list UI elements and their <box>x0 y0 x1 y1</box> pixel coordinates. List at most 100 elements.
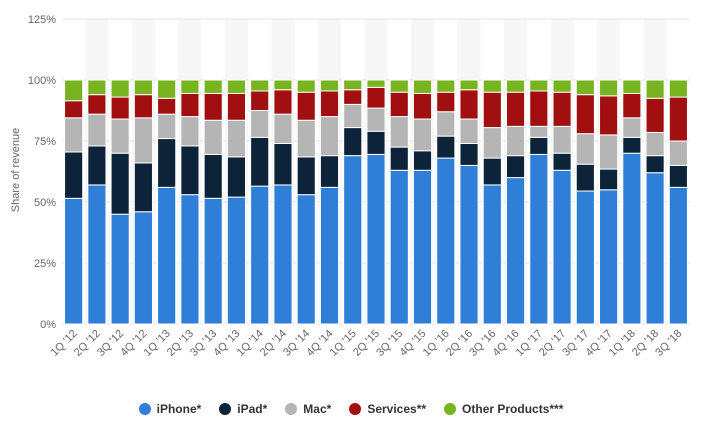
bar-segment[interactable] <box>459 89 479 120</box>
bar-segment[interactable] <box>343 127 363 157</box>
bar-segment[interactable] <box>622 117 642 138</box>
bar-segment[interactable] <box>157 79 177 99</box>
bar-segment[interactable] <box>505 91 526 127</box>
bar-segment[interactable] <box>668 140 688 166</box>
bar-segment[interactable] <box>64 197 84 325</box>
bar-segment[interactable] <box>668 186 688 325</box>
bar-segment[interactable] <box>226 92 247 121</box>
bar-segment[interactable] <box>575 94 595 135</box>
bar-segment[interactable] <box>203 153 223 199</box>
bar-segment[interactable] <box>226 119 247 158</box>
legend-item[interactable]: Services** <box>349 402 426 416</box>
bar-segment[interactable] <box>436 135 456 159</box>
bar-segment[interactable] <box>64 117 84 153</box>
bar-segment[interactable] <box>273 89 293 115</box>
bar-segment[interactable] <box>157 138 177 188</box>
bar-segment[interactable] <box>599 168 619 191</box>
bar-segment[interactable] <box>250 79 270 92</box>
legend-item[interactable]: iPad* <box>219 402 267 416</box>
bar-segment[interactable] <box>273 113 293 144</box>
bar-segment[interactable] <box>459 118 479 144</box>
bar-segment[interactable] <box>645 79 665 99</box>
bar-segment[interactable] <box>87 184 107 325</box>
bar-segment[interactable] <box>645 172 665 325</box>
bar-segment[interactable] <box>622 136 642 154</box>
bar-segment[interactable] <box>133 94 153 119</box>
bar-segment[interactable] <box>622 79 642 94</box>
bar-segment[interactable] <box>529 79 549 92</box>
bar-segment[interactable] <box>599 189 619 325</box>
bar-segment[interactable] <box>64 100 84 119</box>
bar-segment[interactable] <box>599 79 619 97</box>
bar-segment[interactable] <box>180 116 200 147</box>
bar-segment[interactable] <box>133 162 153 213</box>
bar-segment[interactable] <box>273 184 293 325</box>
bar-segment[interactable] <box>436 91 456 113</box>
bar-segment[interactable] <box>180 79 200 94</box>
bar-segment[interactable] <box>133 79 153 96</box>
bar-segment[interactable] <box>319 186 340 325</box>
bar-segment[interactable] <box>575 190 595 325</box>
bar-segment[interactable] <box>622 92 642 119</box>
bar-segment[interactable] <box>552 169 572 325</box>
bar-segment[interactable] <box>482 184 502 325</box>
bar-segment[interactable] <box>226 156 247 198</box>
bar-segment[interactable] <box>250 185 270 325</box>
bar-segment[interactable] <box>575 79 595 96</box>
bar-segment[interactable] <box>319 155 340 188</box>
bar-segment[interactable] <box>180 145 200 196</box>
bar-segment[interactable] <box>668 96 688 142</box>
bar-segment[interactable] <box>110 118 130 154</box>
bar-segment[interactable] <box>250 90 270 112</box>
legend-item[interactable]: Mac* <box>285 402 331 416</box>
bar-segment[interactable] <box>157 113 177 140</box>
bar-segment[interactable] <box>133 117 153 164</box>
bar-segment[interactable] <box>366 153 386 325</box>
bar-segment[interactable] <box>622 152 642 325</box>
bar-segment[interactable] <box>575 133 595 165</box>
bar-segment[interactable] <box>389 91 409 118</box>
bar-segment[interactable] <box>552 91 572 127</box>
bar-segment[interactable] <box>552 79 572 93</box>
bar-segment[interactable] <box>296 194 316 325</box>
bar-segment[interactable] <box>436 111 456 137</box>
bar-segment[interactable] <box>87 79 107 96</box>
bar-segment[interactable] <box>87 145 107 186</box>
bar-segment[interactable] <box>389 169 409 325</box>
bar-segment[interactable] <box>482 79 502 93</box>
bar-segment[interactable] <box>459 142 479 166</box>
bar-segment[interactable] <box>645 97 665 133</box>
bar-segment[interactable] <box>505 79 526 93</box>
bar-segment[interactable] <box>180 92 200 118</box>
bar-segment[interactable] <box>203 79 223 94</box>
bar-segment[interactable] <box>482 91 502 129</box>
bar-segment[interactable] <box>203 92 223 121</box>
bar-segment[interactable] <box>319 116 340 157</box>
bar-segment[interactable] <box>366 130 386 155</box>
bar-segment[interactable] <box>64 151 84 199</box>
bar-segment[interactable] <box>366 79 386 88</box>
bar-segment[interactable] <box>668 79 688 98</box>
bar-segment[interactable] <box>599 95 619 136</box>
bar-segment[interactable] <box>389 116 409 148</box>
bar-segment[interactable] <box>110 152 130 215</box>
bar-segment[interactable] <box>412 169 433 325</box>
bar-segment[interactable] <box>645 131 665 157</box>
bar-segment[interactable] <box>203 197 223 325</box>
bar-segment[interactable] <box>343 89 363 105</box>
bar-segment[interactable] <box>110 79 130 98</box>
bar-segment[interactable] <box>226 79 247 94</box>
bar-segment[interactable] <box>110 96 130 120</box>
bar-segment[interactable] <box>645 155 665 174</box>
bar-segment[interactable] <box>529 90 549 127</box>
bar-segment[interactable] <box>157 186 177 325</box>
bar-segment[interactable] <box>250 110 270 138</box>
bar-segment[interactable] <box>87 113 107 147</box>
bar-segment[interactable] <box>412 118 433 152</box>
legend-item[interactable]: Other Products*** <box>444 402 563 416</box>
bar-segment[interactable] <box>203 119 223 155</box>
bar-segment[interactable] <box>412 92 433 120</box>
bar-segment[interactable] <box>366 107 386 132</box>
bar-segment[interactable] <box>133 211 153 325</box>
bar-segment[interactable] <box>296 119 316 158</box>
